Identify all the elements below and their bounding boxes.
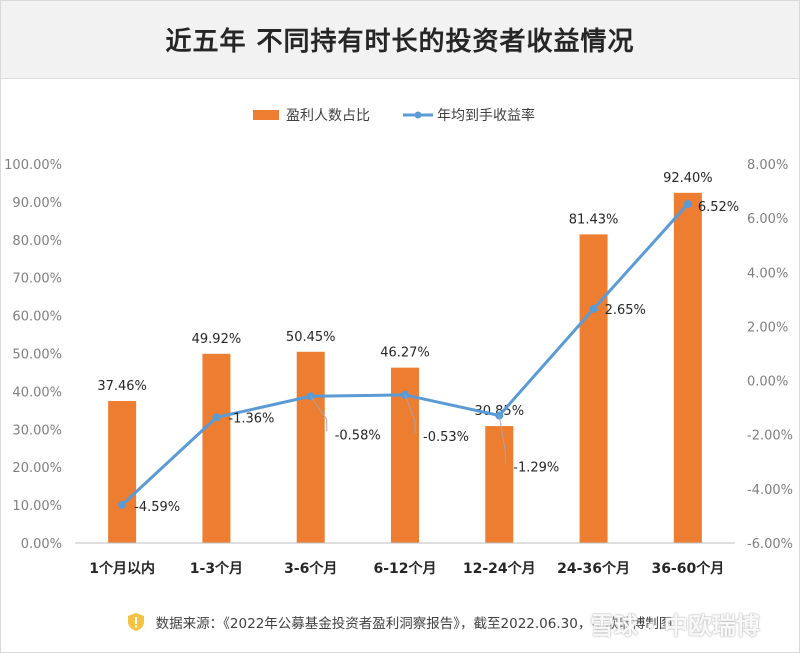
watermark: 雪球 · 中欧瑞博 <box>590 612 760 640</box>
chart-title: 近五年 不同持有时长的投资者收益情况 <box>165 27 635 57</box>
shield-icon <box>127 613 144 631</box>
footer: 数据来源：《2022年公募基金投资者盈利洞察报告》，截至2022.06.30，中… <box>0 604 800 640</box>
source-text: 数据来源：《2022年公募基金投资者盈利洞察报告》，截至2022.06.30，中… <box>155 616 673 632</box>
title-bar: 近五年 不同持有时长的投资者收益情况 <box>1 1 799 79</box>
